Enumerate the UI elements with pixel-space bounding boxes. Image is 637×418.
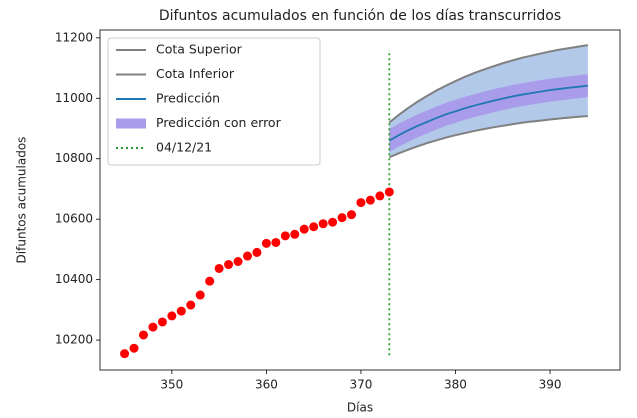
data-point [129,343,139,353]
prediction-line [388,84,588,142]
legend-label: Predicción [156,91,220,106]
legend-label: Predicción con error [156,115,282,130]
data-point [328,217,338,227]
data-point [138,330,148,340]
legend-label: Cota Inferior [156,66,235,81]
data-point [356,198,366,208]
data-point [224,260,234,270]
data-point [365,195,375,205]
data-point [195,290,205,300]
data-point [186,300,196,310]
y-tick-label: 10800 [55,151,93,165]
y-tick-label: 10200 [55,333,93,347]
legend-label: Cota Superior [156,42,243,57]
data-point [176,306,186,316]
bound-line [388,44,589,124]
y-axis-label: Difuntos acumulados [15,137,29,264]
axes-frame [99,29,621,371]
y-tick-label: 10600 [55,212,93,226]
data-point [205,276,215,286]
x-tick-label: 380 [444,378,467,392]
chart-title: Difuntos acumulados en función de los dí… [159,8,561,24]
legend: Cota Superior Cota Inferior Predicción Pred… [107,37,321,166]
data-point [280,231,290,241]
data-point [214,263,224,273]
data-point [337,213,347,223]
data-point [120,349,130,359]
data-point [242,251,252,261]
x-tick-label: 370 [349,378,372,392]
y-tick-label: 10400 [55,272,93,286]
data-point [290,229,300,239]
error-band [389,74,588,153]
x-tick-label: 360 [255,378,278,392]
y-tick-label: 11200 [55,30,93,44]
data-point [384,187,394,197]
plot-area [120,44,589,359]
data-point [318,219,328,229]
legend-swatch [116,118,146,129]
legend-box [107,37,321,166]
data-point [271,237,281,247]
data-point [346,210,356,220]
data-point [167,311,177,321]
data-point [148,322,158,332]
data-point [233,257,243,267]
data-point [375,191,385,201]
bound-line [388,115,588,159]
data-point [157,317,167,327]
data-point [309,222,319,232]
data-point [252,247,262,257]
x-axis-label: Días [347,401,373,415]
data-point [299,224,309,234]
y-tick-label: 11000 [55,91,93,105]
x-tick-label: 350 [160,378,183,392]
x-tick-label: 390 [539,378,562,392]
legend-label: 04/12/21 [156,140,212,155]
data-point [261,238,271,248]
